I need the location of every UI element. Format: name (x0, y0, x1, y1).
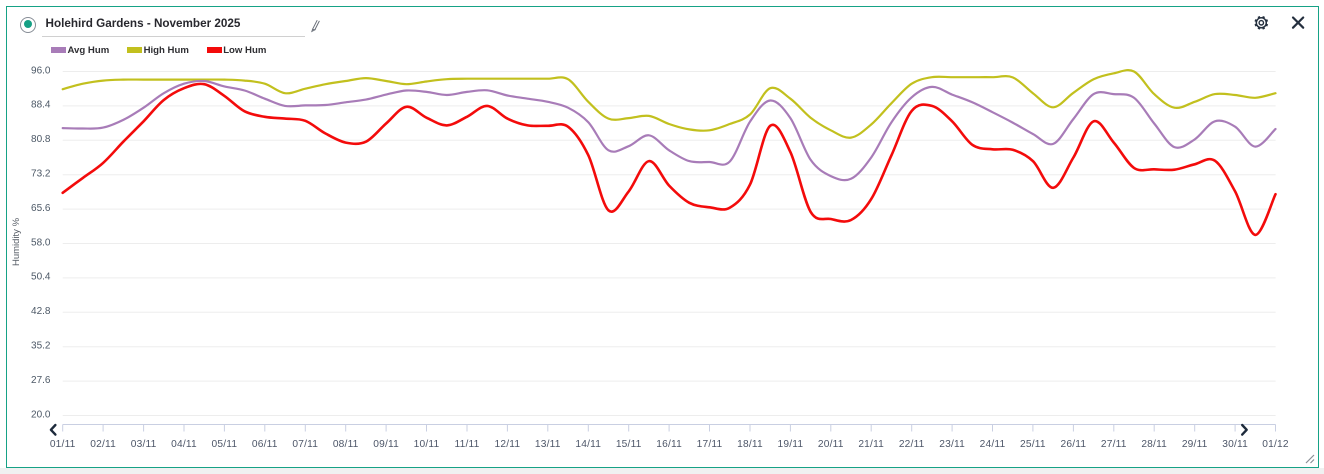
svg-text:22/11: 22/11 (899, 439, 925, 450)
svg-text:10/11: 10/11 (414, 439, 440, 450)
svg-text:13/11: 13/11 (535, 439, 561, 450)
svg-text:12/11: 12/11 (495, 439, 521, 450)
svg-text:02/11: 02/11 (90, 439, 116, 450)
svg-text:15/11: 15/11 (616, 439, 642, 450)
svg-text:16/11: 16/11 (656, 439, 682, 450)
svg-text:19/11: 19/11 (778, 439, 804, 450)
svg-text:27.6: 27.6 (31, 375, 51, 386)
svg-text:11/11: 11/11 (455, 439, 480, 450)
svg-text:05/11: 05/11 (212, 439, 238, 450)
svg-text:06/11: 06/11 (252, 439, 278, 450)
svg-text:25/11: 25/11 (1020, 439, 1046, 450)
svg-text:Humidity %: Humidity % (11, 217, 22, 266)
svg-text:27/11: 27/11 (1101, 439, 1127, 450)
svg-text:58.0: 58.0 (31, 237, 51, 248)
svg-text:88.4: 88.4 (31, 100, 51, 111)
svg-text:20/11: 20/11 (818, 439, 844, 450)
svg-text:01/11: 01/11 (50, 439, 76, 450)
svg-text:21/11: 21/11 (858, 439, 884, 450)
svg-text:14/11: 14/11 (575, 439, 601, 450)
svg-text:20.0: 20.0 (31, 409, 51, 420)
svg-text:28/11: 28/11 (1141, 439, 1167, 450)
svg-text:04/11: 04/11 (171, 439, 197, 450)
svg-text:96.0: 96.0 (31, 65, 51, 76)
svg-text:42.8: 42.8 (31, 306, 51, 317)
svg-text:07/11: 07/11 (292, 439, 318, 450)
svg-text:80.8: 80.8 (31, 134, 51, 145)
svg-text:26/11: 26/11 (1061, 439, 1087, 450)
svg-text:08/11: 08/11 (333, 439, 359, 450)
svg-text:17/11: 17/11 (697, 439, 723, 450)
svg-text:35.2: 35.2 (31, 341, 51, 352)
svg-text:29/11: 29/11 (1182, 439, 1208, 450)
svg-text:50.4: 50.4 (31, 272, 51, 283)
svg-text:65.6: 65.6 (31, 203, 51, 214)
svg-text:01/12: 01/12 (1262, 439, 1289, 450)
svg-text:18/11: 18/11 (737, 439, 763, 450)
svg-text:23/11: 23/11 (939, 439, 965, 450)
svg-text:09/11: 09/11 (373, 439, 399, 450)
svg-text:24/11: 24/11 (980, 439, 1006, 450)
svg-text:03/11: 03/11 (131, 439, 157, 450)
svg-text:30/11: 30/11 (1222, 439, 1248, 450)
svg-text:73.2: 73.2 (31, 169, 51, 180)
